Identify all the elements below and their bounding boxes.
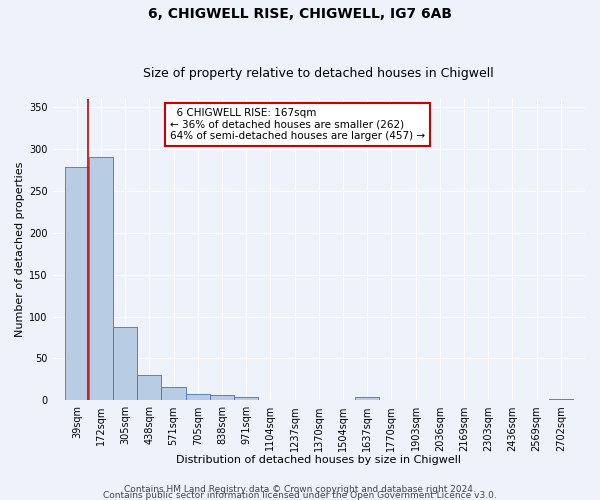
Text: Contains HM Land Registry data © Crown copyright and database right 2024.: Contains HM Land Registry data © Crown c…	[124, 484, 476, 494]
Text: 6, CHIGWELL RISE, CHIGWELL, IG7 6AB: 6, CHIGWELL RISE, CHIGWELL, IG7 6AB	[148, 8, 452, 22]
Bar	[137, 375, 161, 400]
Bar	[161, 387, 185, 400]
Bar	[355, 397, 379, 400]
X-axis label: Distribution of detached houses by size in Chigwell: Distribution of detached houses by size …	[176, 455, 461, 465]
Text: Contains public sector information licensed under the Open Government Licence v3: Contains public sector information licen…	[103, 490, 497, 500]
Text: 6 CHIGWELL RISE: 167sqm  
← 36% of detached houses are smaller (262)
64% of semi: 6 CHIGWELL RISE: 167sqm ← 36% of detache…	[170, 108, 425, 141]
Bar	[234, 397, 259, 400]
Bar	[89, 158, 113, 400]
Bar	[65, 168, 89, 400]
Title: Size of property relative to detached houses in Chigwell: Size of property relative to detached ho…	[143, 66, 494, 80]
Y-axis label: Number of detached properties: Number of detached properties	[15, 162, 25, 337]
Bar	[113, 326, 137, 400]
Bar	[186, 394, 210, 400]
Bar	[210, 396, 234, 400]
Bar	[549, 398, 573, 400]
